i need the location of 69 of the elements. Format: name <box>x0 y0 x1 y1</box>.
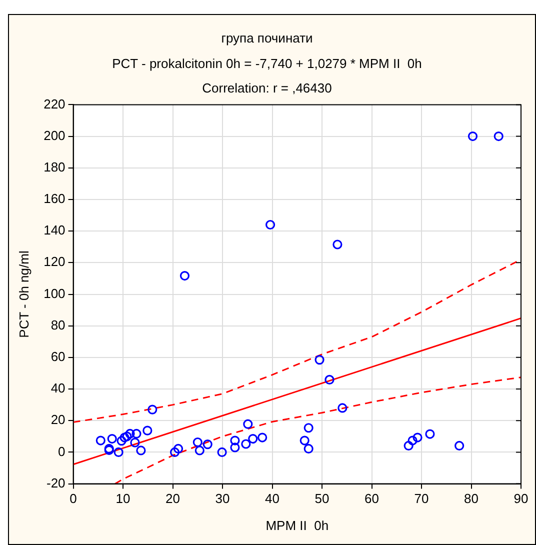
point <box>404 440 414 451</box>
point <box>241 439 251 449</box>
point <box>125 428 135 439</box>
y-tick-label: 120 <box>44 254 66 270</box>
point <box>300 436 310 446</box>
point <box>243 419 253 429</box>
point <box>332 240 342 250</box>
chart-title: група починати <box>221 30 313 46</box>
y-tick-label: 40 <box>50 380 66 396</box>
x-tick-label: 40 <box>265 491 280 506</box>
point <box>148 404 158 414</box>
x-tick-label: 90 <box>514 491 528 506</box>
point <box>230 436 240 446</box>
point <box>120 432 130 442</box>
y-tick-label: 60 <box>50 349 66 364</box>
chart-subtitle: PCT - prokalcitonin 0h = -7,740 + 1,0279 * MPM II 0h <box>112 56 422 72</box>
x-tick-label: 60 <box>364 491 379 506</box>
point <box>107 434 117 444</box>
line-series <box>114 376 521 484</box>
x-tick-label: 0 <box>70 491 77 506</box>
x-tick-label: 20 <box>166 491 180 506</box>
point <box>468 131 478 142</box>
point <box>217 447 227 458</box>
y-tick-label: 140 <box>44 222 66 238</box>
point <box>258 432 268 442</box>
point <box>425 429 435 439</box>
y-tick-label: 180 <box>44 159 66 174</box>
point <box>454 440 464 451</box>
point <box>96 436 106 446</box>
x-tick-label: 30 <box>215 491 230 506</box>
point <box>408 436 418 446</box>
point <box>142 426 152 436</box>
point <box>132 428 142 439</box>
point <box>130 438 140 448</box>
x-tick-label: 50 <box>314 491 330 506</box>
point <box>122 432 132 442</box>
point <box>494 131 504 142</box>
point <box>180 270 190 281</box>
point <box>194 446 204 456</box>
point <box>248 434 258 444</box>
y-tick-label: 20 <box>50 412 66 428</box>
point <box>202 440 212 450</box>
y-tick-label: 80 <box>50 317 66 332</box>
point <box>338 403 348 413</box>
point <box>265 220 276 230</box>
point <box>412 432 422 442</box>
y-tick-label: 160 <box>44 191 66 206</box>
point <box>116 436 126 446</box>
point <box>314 355 324 365</box>
point <box>173 444 184 454</box>
point <box>324 374 334 385</box>
y-axis-title: PCT - 0h ng/ml <box>16 250 32 338</box>
x-tick-label: 70 <box>414 491 429 506</box>
x-tick-label: 10 <box>116 491 130 506</box>
point <box>136 446 146 456</box>
point <box>304 423 314 433</box>
point <box>304 444 314 454</box>
x-tick-label: 80 <box>464 491 478 506</box>
point <box>230 442 240 452</box>
x-axis-title: MPM II 0h <box>266 518 329 533</box>
y-tick-label: 220 <box>44 96 66 112</box>
y-tick-label: 100 <box>44 286 66 301</box>
point <box>192 437 202 448</box>
y-tick-label: -20 <box>46 475 66 490</box>
y-tick-label: 0 <box>58 444 66 459</box>
y-tick-label: 200 <box>44 128 66 143</box>
point <box>170 447 180 458</box>
text: Correlation: r = ,46430 <box>202 80 332 96</box>
point <box>114 447 124 458</box>
